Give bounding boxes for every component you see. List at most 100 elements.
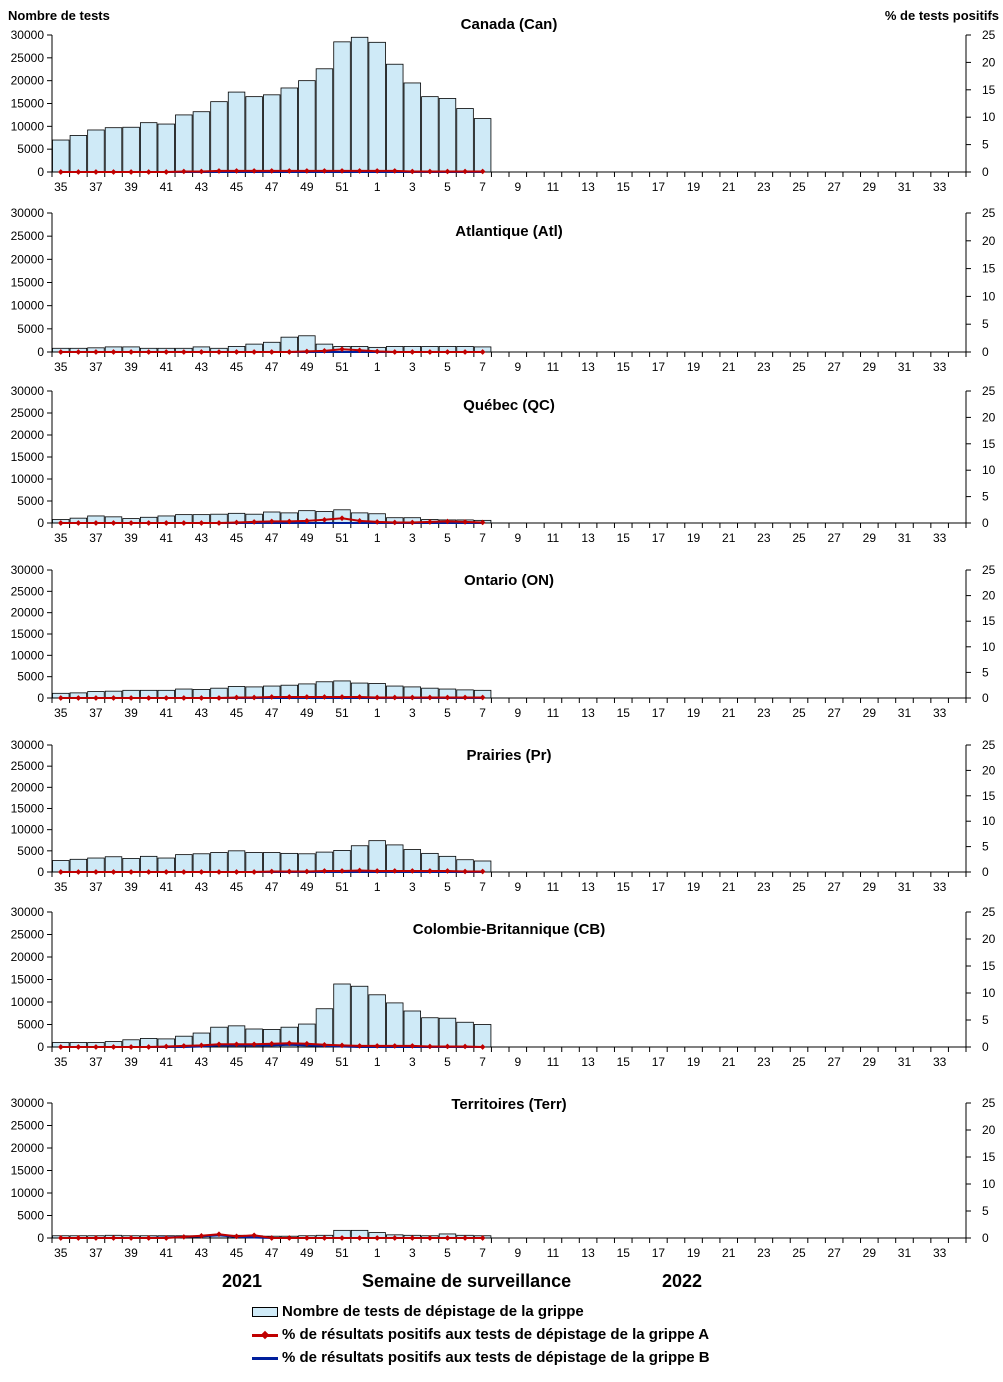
right-tick-label: 25 bbox=[982, 563, 996, 577]
x-tick-label: 49 bbox=[300, 1055, 314, 1069]
x-tick-label: 27 bbox=[827, 360, 841, 374]
point-flu-a bbox=[251, 1232, 257, 1239]
x-tick-label: 21 bbox=[722, 1246, 736, 1260]
x-tick-label: 9 bbox=[514, 1246, 521, 1260]
x-tick-label: 13 bbox=[581, 1055, 595, 1069]
x-tick-label: 11 bbox=[547, 1246, 560, 1260]
right-tick-label: 15 bbox=[982, 83, 996, 97]
point-flu-a bbox=[339, 168, 345, 174]
point-flu-a bbox=[321, 868, 328, 874]
point-flu-a bbox=[479, 1044, 486, 1050]
x-tick-label: 37 bbox=[89, 180, 103, 194]
left-tick-label: 0 bbox=[37, 691, 44, 705]
bar bbox=[315, 1008, 334, 1048]
right-tick-label: 0 bbox=[982, 516, 989, 530]
point-flu-a bbox=[198, 168, 205, 175]
left-tick-label: 15000 bbox=[11, 973, 45, 987]
point-flu-a bbox=[339, 868, 345, 874]
x-tick-label: 21 bbox=[722, 531, 736, 545]
left-tick-label: 20000 bbox=[11, 74, 45, 88]
point-flu-a bbox=[198, 695, 205, 701]
point-flu-a bbox=[444, 518, 451, 525]
bar bbox=[210, 852, 228, 873]
point-flu-a bbox=[321, 694, 328, 700]
point-flu-a bbox=[427, 349, 433, 355]
x-tick-label: 23 bbox=[757, 180, 771, 194]
x-tick-label: 47 bbox=[265, 880, 279, 894]
point-flu-a bbox=[198, 1233, 205, 1239]
x-tick-label: 5 bbox=[444, 360, 451, 374]
bar bbox=[350, 985, 369, 1048]
x-tick-label: 45 bbox=[230, 1055, 244, 1069]
x-tick-label: 29 bbox=[863, 360, 877, 374]
x-tick-label: 1 bbox=[374, 1246, 381, 1260]
bar bbox=[368, 994, 386, 1048]
left-tick-label: 30000 bbox=[11, 384, 45, 398]
x-tick-label: 11 bbox=[547, 180, 560, 194]
right-tick-label: 25 bbox=[982, 905, 996, 919]
point-flu-a bbox=[268, 868, 275, 875]
point-flu-a bbox=[409, 519, 416, 526]
point-flu-a bbox=[128, 169, 134, 175]
point-flu-a bbox=[145, 1044, 152, 1050]
right-tick-label: 10 bbox=[982, 640, 996, 654]
point-flu-a bbox=[286, 1235, 293, 1241]
x-tick-label: 27 bbox=[827, 180, 841, 194]
bar bbox=[386, 1002, 404, 1048]
point-flu-a bbox=[321, 168, 328, 174]
x-tick-label: 37 bbox=[89, 1055, 103, 1069]
x-tick-label: 7 bbox=[479, 1246, 486, 1260]
point-flu-a bbox=[128, 349, 134, 355]
x-tick-label: 25 bbox=[792, 1055, 806, 1069]
point-flu-a bbox=[93, 695, 99, 701]
x-tick-label: 35 bbox=[54, 1246, 68, 1260]
x-tick-label: 1 bbox=[374, 706, 381, 720]
point-flu-a bbox=[268, 1040, 275, 1047]
left-tick-label: 0 bbox=[37, 1040, 44, 1054]
bar bbox=[139, 122, 158, 173]
x-tick-label: 29 bbox=[863, 180, 877, 194]
point-flu-a bbox=[57, 520, 64, 526]
point-flu-a bbox=[356, 347, 363, 354]
x-tick-label: 21 bbox=[722, 706, 736, 720]
left-tick-label: 20000 bbox=[11, 1141, 45, 1155]
point-flu-a bbox=[268, 694, 275, 700]
x-tick-label: 9 bbox=[514, 1055, 521, 1069]
x-tick-label: 5 bbox=[444, 1246, 451, 1260]
left-tick-label: 0 bbox=[37, 516, 44, 530]
point-flu-a bbox=[75, 349, 82, 355]
point-flu-a bbox=[268, 168, 275, 174]
point-flu-a bbox=[462, 168, 468, 175]
legend-bars-label: Nombre de tests de dépistage de la gripp… bbox=[282, 1303, 584, 1320]
point-flu-a bbox=[216, 1231, 222, 1238]
x-tick-label: 35 bbox=[54, 360, 68, 374]
x-tick-label: 45 bbox=[230, 880, 244, 894]
point-flu-a bbox=[251, 869, 257, 875]
x-tick-label: 3 bbox=[409, 1055, 416, 1069]
x-tick-label: 15 bbox=[617, 880, 631, 894]
right-tick-label: 20 bbox=[982, 589, 996, 603]
right-tick-label: 20 bbox=[982, 932, 996, 946]
right-tick-label: 5 bbox=[982, 317, 989, 331]
x-tick-label: 9 bbox=[514, 706, 521, 720]
x-tick-label: 31 bbox=[898, 531, 912, 545]
left-tick-label: 30000 bbox=[11, 563, 45, 577]
point-flu-a bbox=[409, 349, 416, 355]
x-tick-label: 31 bbox=[898, 706, 912, 720]
left-tick-label: 10000 bbox=[11, 299, 45, 313]
bar bbox=[403, 82, 422, 173]
bar bbox=[456, 108, 474, 173]
point-flu-a bbox=[128, 1044, 134, 1050]
bar bbox=[421, 96, 439, 173]
point-flu-a bbox=[57, 1235, 64, 1241]
point-flu-a bbox=[75, 520, 82, 526]
left-tick-label: 20000 bbox=[11, 950, 45, 964]
point-flu-a bbox=[216, 1041, 222, 1048]
right-tick-label: 10 bbox=[982, 463, 996, 477]
right-tick-label: 0 bbox=[982, 1040, 989, 1054]
x-tick-label: 21 bbox=[722, 880, 736, 894]
left-tick-label: 30000 bbox=[11, 206, 45, 220]
x-tick-label: 33 bbox=[933, 1246, 947, 1260]
x-tick-label: 27 bbox=[827, 1246, 841, 1260]
point-flu-a bbox=[304, 518, 310, 524]
